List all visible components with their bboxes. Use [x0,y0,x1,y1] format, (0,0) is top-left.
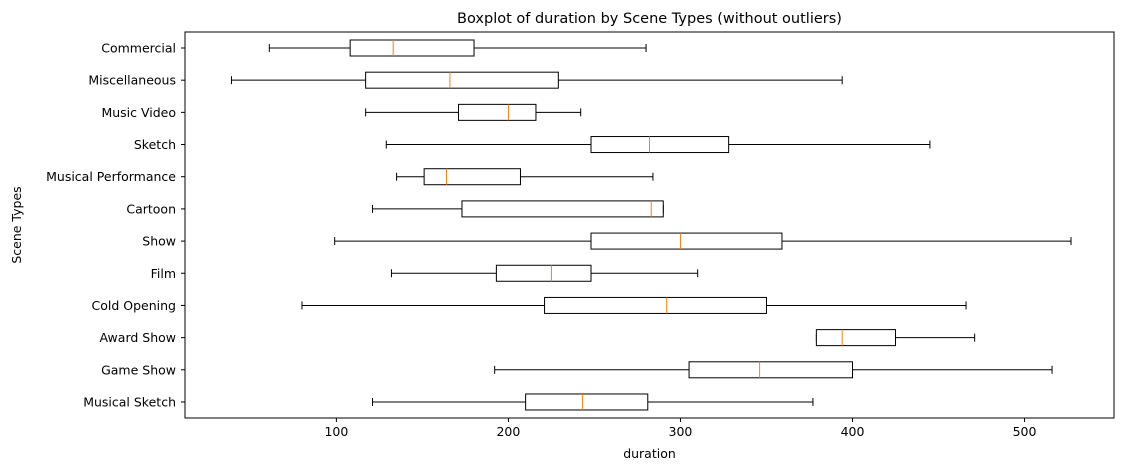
box-show [334,232,1072,250]
y-tick-label: Award Show [100,330,176,345]
chart-title: Boxplot of duration by Scene Types (with… [457,11,842,27]
box-musical-sketch [372,393,814,411]
x-axis-label: duration [623,446,676,461]
plot-area-frame [184,31,1115,419]
y-axis: Commercial Miscellaneous Music Video Sketch… [46,41,185,409]
y-tick-label: Cartoon [126,201,176,216]
y-tick-label: Show [142,234,176,249]
iqr-box [544,296,767,314]
iqr-box [525,393,649,411]
box-cartoon [372,200,664,218]
box-musical-performance [396,168,654,186]
iqr-box [423,168,521,186]
x-tick-label: 200 [496,424,520,439]
y-tick-label: Film [151,266,176,281]
box-miscellaneous [230,71,843,89]
iqr-box [458,103,537,121]
iqr-box [590,232,783,250]
y-tick-label: Game Show [101,362,176,377]
iqr-box [461,200,664,218]
iqr-box [495,264,592,282]
y-tick-label: Miscellaneous [88,73,176,88]
box-film [390,264,699,282]
y-tick-label: Commercial [101,41,176,56]
boxes-layer [230,39,1072,411]
x-axis: 100 200 300 400 500 [324,418,1037,439]
x-tick-label: 300 [669,424,693,439]
iqr-box [815,329,897,347]
y-axis-label: Scene Types [9,186,24,263]
iqr-box [590,136,730,154]
box-award-show [815,329,976,347]
x-tick-label: 100 [324,424,348,439]
iqr-box [688,361,854,379]
y-tick-label: Musical Performance [46,169,176,184]
iqr-box [349,39,475,57]
iqr-box [365,71,559,89]
y-tick-label: Musical Sketch [83,394,176,409]
x-tick-label: 500 [1013,424,1037,439]
box-commercial [268,39,647,57]
y-tick-label: Music Video [101,105,176,120]
box-music-video [365,103,582,121]
y-tick-label: Sketch [134,137,176,152]
x-tick-label: 400 [841,424,865,439]
box-sketch [385,136,931,154]
box-cold-opening [301,296,967,314]
y-tick-label: Cold Opening [92,298,176,313]
box-game-show [494,361,1053,379]
